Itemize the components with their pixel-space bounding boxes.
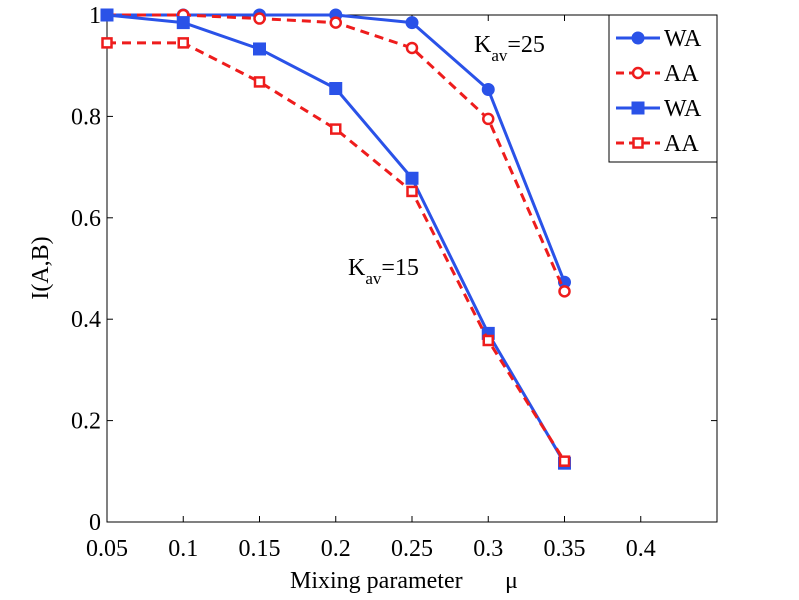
data-point [330,123,342,135]
annotation-kav-25: Kav=25 [474,32,545,65]
data-point [481,83,495,97]
x-tick-label: 0.25 [391,536,433,562]
data-point [482,112,495,126]
x-tick-label: 0.1 [168,536,198,562]
series-aa-3 [101,37,571,467]
legend-label: WA [664,26,702,52]
y-tick-label: 0.2 [71,409,101,435]
y-tick-label: 0.8 [71,104,101,130]
data-point [406,185,418,198]
axis-ticks: 0.05 0.1 0.15 0.2 0.25 0.3 0.35 0.4 0 0.2 0.4 0.6 0.… [71,3,717,562]
data-point [558,285,571,298]
x-tick-label: 0.2 [321,536,351,562]
legend-label: AA [664,61,699,87]
legend-items: WA AA WA AA [616,26,702,157]
data-point [482,334,494,347]
x-tick-label: 0.05 [86,536,128,562]
legend-label: WA [664,96,702,122]
y-axis-title: I(A,B) [28,236,54,299]
legend-marker [631,101,645,115]
x-tick-label: 0.35 [544,536,586,562]
data-point [177,37,189,49]
legend-marker [631,66,645,80]
legend: WA AA WA AA [608,14,718,163]
legend-label: AA [664,131,699,157]
series-wa-2 [100,8,571,470]
data-point [329,82,343,96]
x-axis-title: Mixing parameter [290,568,463,594]
x-tick-label: 0.3 [473,536,503,562]
data-point [405,171,419,185]
y-tick-label: 0.4 [71,307,101,333]
data-point [100,8,114,22]
data-point [405,41,419,55]
y-tick-label: 1 [89,3,101,29]
legend-item: WA [616,96,702,122]
y-tick-label: 0 [89,510,101,536]
legend-item: AA [616,131,699,157]
data-point [253,76,266,88]
series-layer [100,8,571,470]
x-tick-label: 0.4 [626,536,656,562]
x-tick-label: 0.15 [239,536,281,562]
y-tick-label: 0.6 [71,206,101,232]
legend-item: AA [616,61,699,87]
data-point [101,37,113,49]
legend-item: WA [616,26,702,52]
legend-marker [632,137,644,149]
x-axis-symbol: μ [505,568,518,594]
data-point [329,16,342,29]
legend-marker [631,31,645,45]
data-point [558,455,571,467]
data-point [253,42,266,56]
data-point [176,16,190,30]
annotation-kav-15: Kav=15 [348,255,419,288]
data-point [253,12,266,25]
data-point [405,16,419,30]
